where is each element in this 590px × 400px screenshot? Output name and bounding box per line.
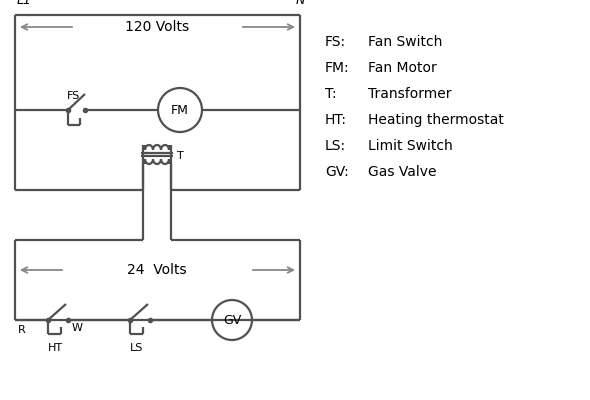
Text: R: R <box>18 325 26 335</box>
Text: Heating thermostat: Heating thermostat <box>368 113 504 127</box>
Text: FM: FM <box>171 104 189 116</box>
Text: T: T <box>177 151 183 161</box>
Text: L1: L1 <box>17 0 32 7</box>
Text: Fan Switch: Fan Switch <box>368 35 442 49</box>
Text: Transformer: Transformer <box>368 87 451 101</box>
Text: GV: GV <box>223 314 241 326</box>
Text: HT:: HT: <box>325 113 347 127</box>
Text: 120 Volts: 120 Volts <box>125 20 189 34</box>
Text: Fan Motor: Fan Motor <box>368 61 437 75</box>
Text: Gas Valve: Gas Valve <box>368 165 437 179</box>
Text: FM:: FM: <box>325 61 350 75</box>
Text: 24  Volts: 24 Volts <box>127 263 187 277</box>
Text: LS:: LS: <box>325 139 346 153</box>
Text: LS: LS <box>130 343 144 353</box>
Text: FS:: FS: <box>325 35 346 49</box>
Text: Limit Switch: Limit Switch <box>368 139 453 153</box>
Text: FS: FS <box>66 91 80 101</box>
Text: T:: T: <box>325 87 337 101</box>
Text: GV:: GV: <box>325 165 349 179</box>
Text: W: W <box>72 323 83 333</box>
Text: N: N <box>296 0 304 7</box>
Text: HT: HT <box>47 343 63 353</box>
